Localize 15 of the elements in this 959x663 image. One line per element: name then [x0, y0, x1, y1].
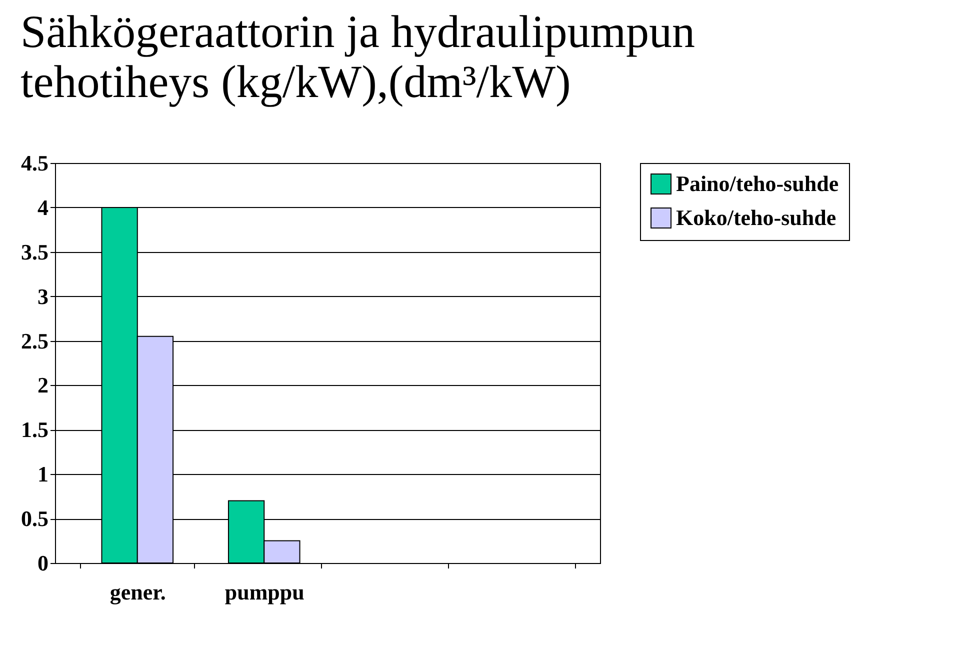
- x-tick-label: pumppu: [224, 580, 304, 604]
- y-tick-label: 1.5: [21, 417, 48, 442]
- chart-title: Sähkögeraattorin ja hydraulipumpun tehotiheys (kg/kW),(dm³/kW): [20, 6, 696, 107]
- y-tick-label: 1: [38, 462, 48, 487]
- legend-label: Koko/teho-suhde: [676, 205, 836, 230]
- y-tick-label: 0.5: [21, 506, 48, 532]
- y-tick-label: 3: [38, 284, 48, 309]
- y-tick-label: 2: [38, 372, 48, 398]
- y-tick-label: 2.5: [21, 328, 48, 354]
- y-tick-label: 4: [38, 194, 48, 220]
- x-tick-label: gener.: [110, 580, 166, 604]
- y-tick-label: 4.5: [21, 150, 48, 176]
- legend-label: Paino/teho-suhde: [676, 171, 839, 196]
- y-tick-label: 3.5: [21, 239, 48, 264]
- y-tick-label: 0: [38, 550, 48, 576]
